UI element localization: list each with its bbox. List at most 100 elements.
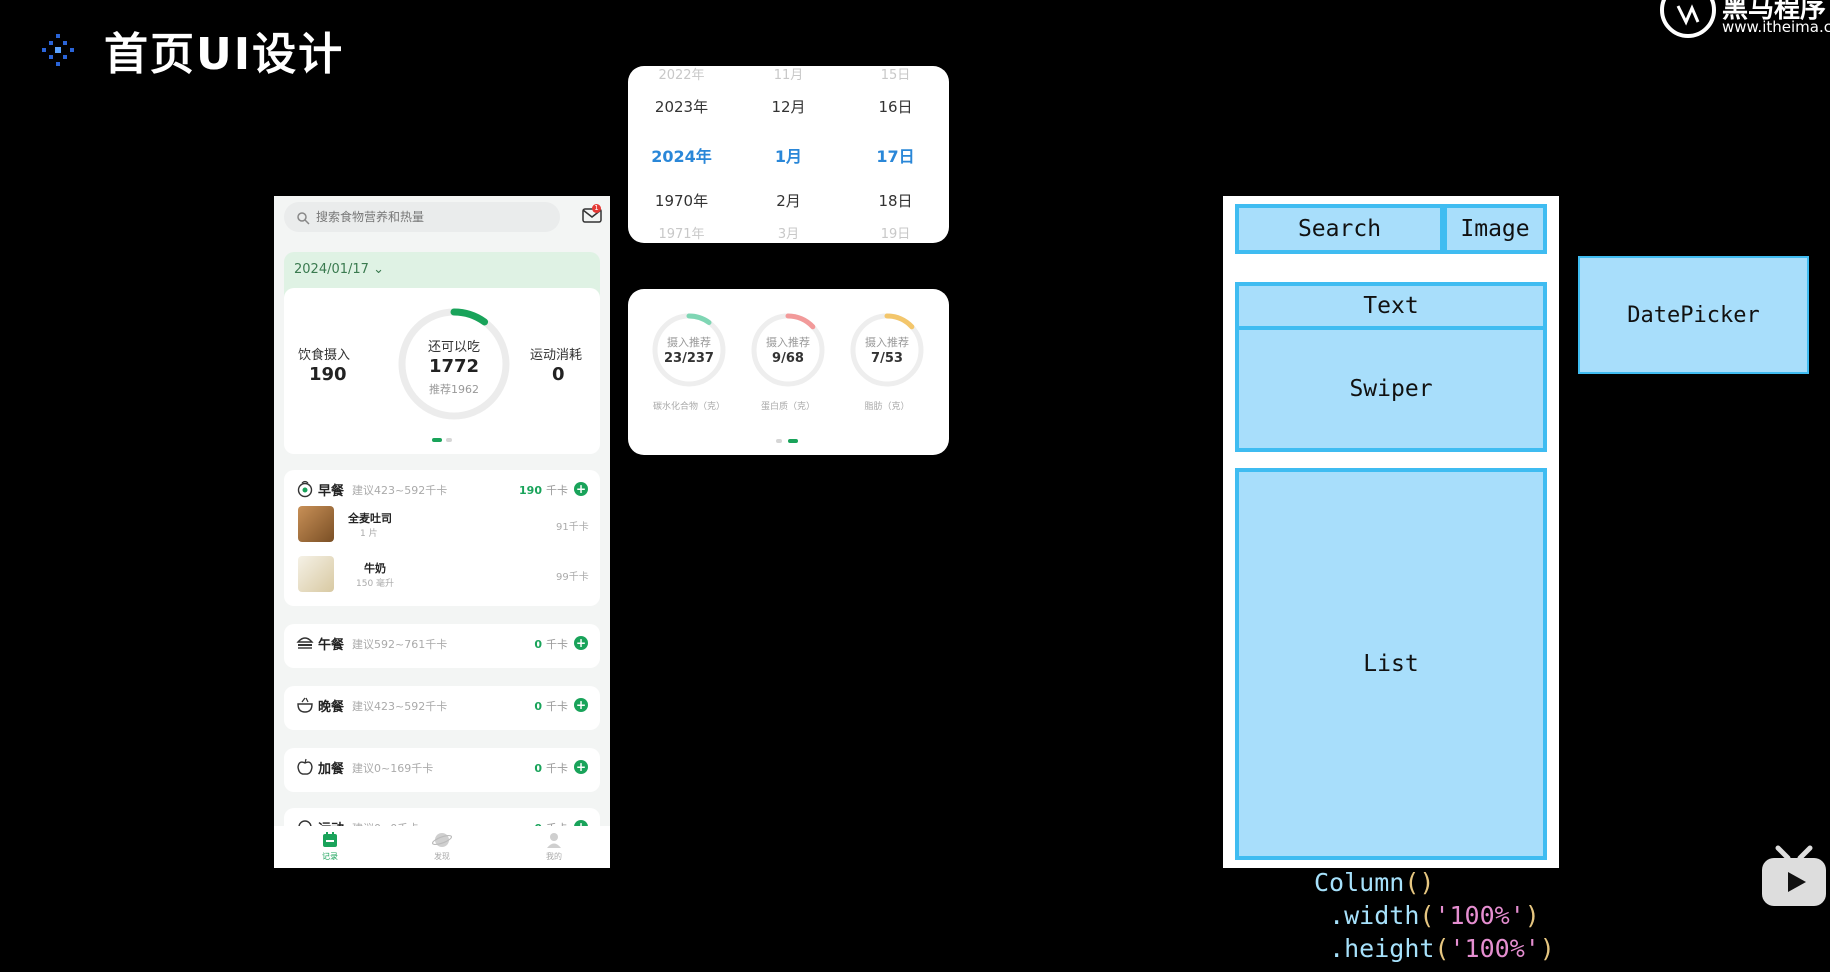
tab-discover[interactable]: 发现 — [386, 830, 498, 862]
protein-caption: 蛋白质（克） — [760, 402, 815, 412]
page-title: 首页UI设计 — [104, 29, 345, 80]
tab-label: 我的 — [546, 852, 562, 861]
meal-name: 加餐 — [318, 762, 345, 777]
page-dot-active — [432, 438, 442, 442]
code-token: () — [1404, 868, 1435, 897]
search-placeholder: 搜索食物营养和热量 — [316, 210, 425, 224]
page-dot-active — [788, 439, 798, 443]
user-icon — [544, 830, 564, 850]
meal-kcal-unit: 千卡 — [546, 484, 568, 497]
meal-kcal-value: 0 — [534, 638, 542, 651]
calorie-summary-card[interactable]: 饮食摄入 190 还可以吃 1772 推荐1962 运动消耗 0 — [284, 288, 600, 454]
tab-record[interactable]: 记录 — [274, 830, 386, 862]
picker-item: 16日 — [878, 98, 913, 116]
calorie-ring — [398, 308, 510, 420]
food-name: 全麦吐司 — [348, 512, 392, 525]
protein-ring — [751, 313, 825, 387]
food-qty: 150 毫升 — [356, 579, 395, 589]
brand-logo-icon — [1656, 0, 1720, 40]
add-food-button[interactable]: + — [574, 636, 588, 650]
meal-hint: 建议423~592千卡 — [352, 700, 448, 713]
fat-value: 7/53 — [871, 351, 903, 366]
meal-name: 早餐 — [318, 484, 345, 499]
brand-name: 黑马程序 — [1722, 0, 1827, 24]
phone-screen: 搜索食物营养和热量 1 2024/01/17 ⌄ 饮食摄入 190 还可以吃 1… — [274, 196, 610, 868]
fat-caption: 脂肪（克） — [864, 402, 910, 412]
meal-card-lunch[interactable]: 午餐 建议592~761千卡 0 千卡 + — [284, 624, 600, 668]
calendar-icon — [320, 830, 340, 850]
food-kcal: 99千卡 — [556, 572, 589, 583]
date-label: 2024/01/17 — [294, 262, 369, 277]
meal-kcal: 0 千卡 — [534, 760, 568, 776]
meal-kcal: 190 千卡 — [519, 482, 568, 498]
tab-label: 记录 — [322, 852, 338, 861]
picker-item: 11月 — [773, 68, 804, 83]
meal-kcal-unit: 千卡 — [546, 700, 568, 713]
tab-label: 发现 — [434, 852, 450, 861]
meal-kcal-value: 0 — [534, 700, 542, 713]
meal-hint: 建议592~761千卡 — [352, 638, 448, 651]
wire-datepicker: DatePicker — [1578, 256, 1809, 374]
add-food-button[interactable]: + — [574, 760, 588, 774]
food-thumbnail — [298, 506, 334, 542]
picker-item: 1971年 — [658, 227, 705, 242]
remaining-label: 还可以吃 — [427, 340, 480, 355]
code-token: ) — [1524, 901, 1540, 930]
food-thumbnail — [298, 556, 334, 592]
wire-text: Text — [1235, 282, 1547, 330]
video-player-icon[interactable] — [1760, 844, 1828, 910]
date-selector[interactable]: 2024/01/17 ⌄ — [294, 262, 384, 277]
sparkle-icon — [38, 30, 78, 70]
page-dot — [776, 439, 782, 443]
picker-item: 2023年 — [654, 98, 709, 116]
intake-label: 饮食摄入 — [298, 348, 351, 363]
meal-name: 午餐 — [318, 638, 345, 653]
carb-ring — [652, 313, 726, 387]
wire-swiper: Swiper — [1235, 326, 1547, 452]
dinner-icon — [296, 696, 314, 714]
date-picker-demo[interactable]: 2022年 2023年 2024年 1970年 1971年 11月 12月 1月… — [628, 66, 949, 243]
fat-ring — [850, 313, 924, 387]
ring-label: 摄入推荐 — [667, 336, 711, 349]
code-token: '100%' — [1449, 934, 1540, 963]
meal-hint: 建议423~592千卡 — [352, 484, 448, 497]
meal-card-snack[interactable]: 加餐 建议0~169千卡 0 千卡 + — [284, 748, 600, 792]
meal-kcal: 0 千卡 — [534, 698, 568, 714]
tab-profile[interactable]: 我的 — [498, 830, 610, 862]
picker-item: 18日 — [878, 192, 913, 210]
meal-card-breakfast[interactable]: 早餐 建议423~592千卡 190 千卡 + 全麦吐司 1 片 91千卡 牛奶 … — [284, 470, 600, 606]
ring-label: 摄入推荐 — [766, 336, 810, 349]
picker-item: 1970年 — [654, 192, 709, 210]
add-food-button[interactable]: + — [574, 698, 588, 712]
picker-item-selected: 1月 — [774, 147, 803, 166]
nutrient-swiper-card[interactable]: 摄入推荐 23/237 碳水化合物（克） 摄入推荐 9/68 蛋白质（克） 摄入… — [628, 289, 949, 455]
chevron-down-icon: ⌄ — [373, 262, 384, 277]
remaining-value: 1772 — [428, 356, 480, 377]
recommend-value: 推荐1962 — [429, 383, 479, 396]
apple-icon — [296, 758, 314, 776]
picker-item: 3月 — [777, 227, 800, 242]
code-token: .width — [1329, 901, 1420, 930]
picker-item: 2022年 — [658, 68, 705, 83]
wire-list: List — [1235, 468, 1547, 860]
layout-wireframe: Search Image Text Swiper List — [1223, 196, 1559, 868]
tab-bar: 记录 发现 我的 — [274, 826, 610, 868]
page-dot — [446, 438, 452, 442]
meal-card-dinner[interactable]: 晚餐 建议423~592千卡 0 千卡 + — [284, 686, 600, 730]
code-token: '100%' — [1434, 901, 1525, 930]
add-food-button[interactable]: + — [574, 482, 588, 496]
search-bar[interactable]: 搜索食物营养和热量 — [284, 202, 560, 232]
meal-kcal-unit: 千卡 — [546, 638, 568, 651]
code-snippet: Column() .width('100%') .height('100%') — [1314, 866, 1555, 965]
wire-image: Image — [1443, 204, 1547, 254]
carb-value: 23/237 — [664, 351, 714, 366]
meal-hint: 建议0~169千卡 — [352, 762, 434, 775]
protein-value: 9/68 — [772, 351, 804, 366]
food-qty: 1 片 — [360, 529, 378, 539]
code-token: ) — [1539, 934, 1555, 963]
burn-value: 0 — [552, 364, 565, 385]
picker-item: 15日 — [880, 68, 911, 83]
ring-label: 摄入推荐 — [865, 336, 909, 349]
food-kcal: 91千卡 — [556, 522, 589, 533]
code-token: ( — [1434, 934, 1450, 963]
